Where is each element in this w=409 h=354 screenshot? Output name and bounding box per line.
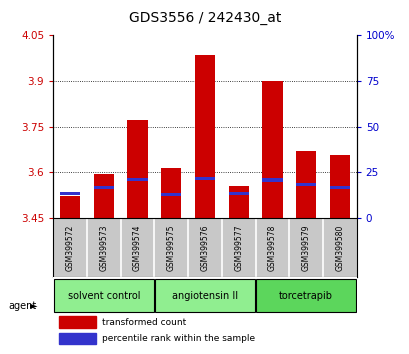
- Bar: [59, 316, 96, 328]
- Text: GSM399578: GSM399578: [267, 224, 276, 271]
- Text: ►: ►: [29, 301, 37, 310]
- Text: GSM399574: GSM399574: [133, 224, 142, 271]
- Text: GSM399580: GSM399580: [335, 224, 344, 271]
- Bar: [228, 193, 248, 195]
- Bar: [59, 333, 96, 344]
- Bar: [60, 196, 80, 218]
- Bar: [262, 178, 282, 182]
- Bar: [295, 151, 315, 218]
- Text: transformed count: transformed count: [101, 318, 186, 326]
- Text: GSM399577: GSM399577: [234, 224, 243, 271]
- Bar: [329, 155, 349, 218]
- Bar: [94, 187, 114, 189]
- Bar: [161, 193, 181, 196]
- Bar: [154, 279, 255, 312]
- Bar: [262, 81, 282, 218]
- Text: GSM399572: GSM399572: [65, 224, 74, 271]
- Text: angiotensin II: angiotensin II: [171, 291, 238, 301]
- Text: GSM399573: GSM399573: [99, 224, 108, 271]
- Bar: [255, 279, 355, 312]
- Bar: [295, 183, 315, 187]
- Text: agent: agent: [8, 301, 36, 310]
- Text: percentile rank within the sample: percentile rank within the sample: [101, 334, 254, 343]
- Text: solvent control: solvent control: [67, 291, 140, 301]
- Bar: [60, 192, 80, 195]
- Bar: [329, 187, 349, 189]
- Bar: [127, 120, 147, 218]
- Bar: [194, 55, 215, 218]
- Text: GSM399579: GSM399579: [301, 224, 310, 271]
- Bar: [161, 167, 181, 218]
- Bar: [54, 279, 154, 312]
- Bar: [194, 177, 215, 180]
- Text: torcetrapib: torcetrapib: [279, 291, 333, 301]
- Bar: [228, 186, 248, 218]
- Bar: [94, 173, 114, 218]
- Bar: [127, 178, 147, 181]
- Text: GSM399575: GSM399575: [166, 224, 175, 271]
- Text: GDS3556 / 242430_at: GDS3556 / 242430_at: [128, 11, 281, 25]
- Text: GSM399576: GSM399576: [200, 224, 209, 271]
